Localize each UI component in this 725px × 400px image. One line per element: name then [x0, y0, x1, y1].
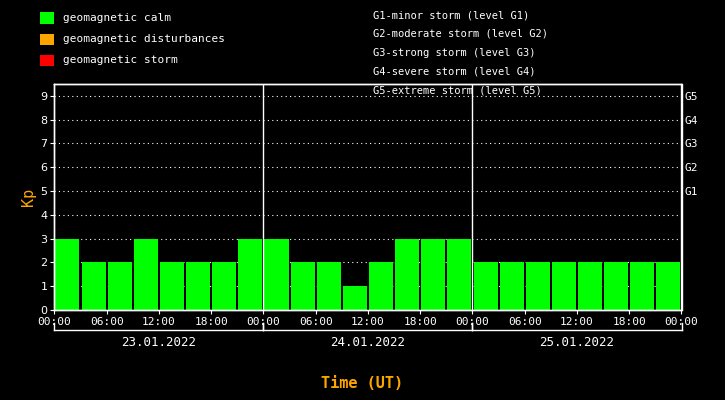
Text: 25.01.2022: 25.01.2022: [539, 336, 615, 348]
Bar: [578, 262, 602, 310]
Text: geomagnetic disturbances: geomagnetic disturbances: [63, 34, 225, 44]
Bar: [447, 239, 471, 310]
Text: Time (UT): Time (UT): [321, 376, 404, 392]
Bar: [160, 262, 184, 310]
Bar: [239, 239, 262, 310]
Text: 23.01.2022: 23.01.2022: [121, 336, 196, 348]
Bar: [81, 262, 106, 310]
Bar: [212, 262, 236, 310]
Bar: [55, 239, 80, 310]
Bar: [186, 262, 210, 310]
Bar: [630, 262, 655, 310]
Bar: [108, 262, 132, 310]
Bar: [291, 262, 315, 310]
Bar: [343, 286, 367, 310]
Bar: [421, 239, 445, 310]
Text: G5-extreme storm (level G5): G5-extreme storm (level G5): [373, 85, 542, 95]
Y-axis label: Kp: Kp: [21, 188, 36, 206]
Text: geomagnetic calm: geomagnetic calm: [63, 13, 171, 23]
Bar: [526, 262, 550, 310]
Bar: [500, 262, 523, 310]
Text: G4-severe storm (level G4): G4-severe storm (level G4): [373, 66, 536, 76]
Text: G3-strong storm (level G3): G3-strong storm (level G3): [373, 48, 536, 58]
Bar: [473, 262, 497, 310]
Text: G1-minor storm (level G1): G1-minor storm (level G1): [373, 10, 530, 20]
Text: geomagnetic storm: geomagnetic storm: [63, 56, 178, 66]
Text: G2-moderate storm (level G2): G2-moderate storm (level G2): [373, 29, 548, 39]
Bar: [134, 239, 158, 310]
Bar: [265, 239, 289, 310]
Bar: [604, 262, 628, 310]
Bar: [552, 262, 576, 310]
Bar: [369, 262, 393, 310]
Bar: [656, 262, 681, 310]
Text: 24.01.2022: 24.01.2022: [331, 336, 405, 348]
Bar: [395, 239, 419, 310]
Bar: [317, 262, 341, 310]
